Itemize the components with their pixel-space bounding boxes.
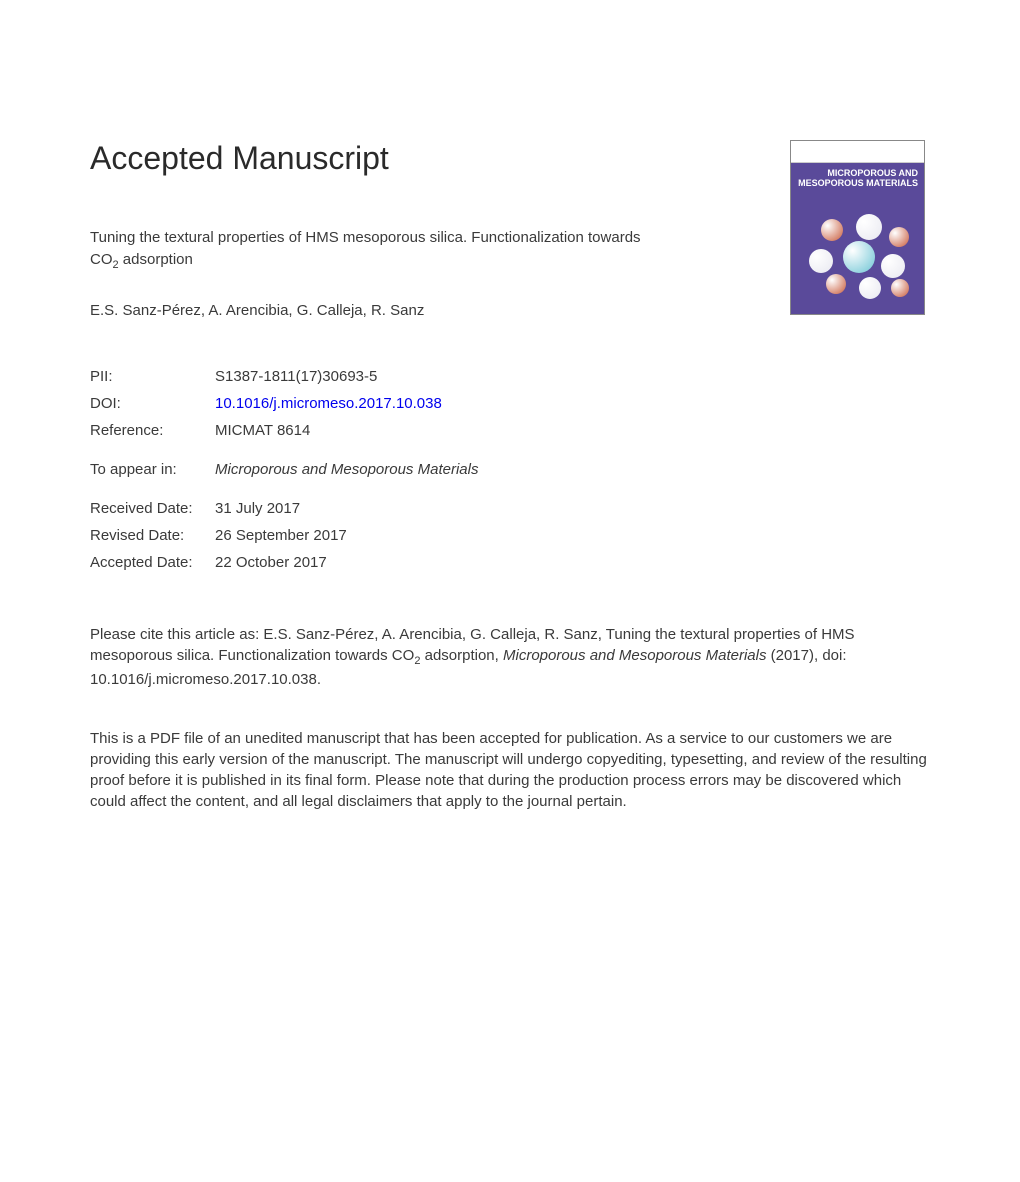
accepted-label: Accepted Date: <box>90 549 215 576</box>
cover-art <box>801 209 914 304</box>
title-line1: Tuning the textural properties of HMS me… <box>90 229 641 246</box>
citation-text: Please cite this article as: E.S. Sanz-P… <box>90 624 930 690</box>
pii-label: PII: <box>90 363 215 390</box>
doi-label: DOI: <box>90 390 215 417</box>
article-title: Tuning the textural properties of HMS me… <box>90 227 770 274</box>
doi-link[interactable]: 10.1016/j.micromeso.2017.10.038 <box>215 395 442 412</box>
cover-top-bar <box>791 141 924 163</box>
received-label: Received Date: <box>90 495 215 522</box>
accepted-value: 22 October 2017 <box>215 549 478 576</box>
cover-journal-line2: MESOPOROUS MATERIALS <box>798 178 918 188</box>
reference-value: MICMAT 8614 <box>215 417 478 444</box>
citation-journal: Microporous and Mesoporous Materials <box>503 647 766 664</box>
received-value: 31 July 2017 <box>215 495 478 522</box>
title-co: CO <box>90 251 113 268</box>
cover-journal-line1: MICROPOROUS AND <box>827 168 918 178</box>
cover-journal-name: MICROPOROUS AND MESOPOROUS MATERIALS <box>791 163 924 189</box>
citation-mid: adsorption, <box>420 647 503 664</box>
appear-value: Microporous and Mesoporous Materials <box>215 456 478 483</box>
journal-cover-thumbnail: MICROPOROUS AND MESOPOROUS MATERIALS <box>790 140 925 315</box>
revised-value: 26 September 2017 <box>215 522 478 549</box>
appear-label: To appear in: <box>90 456 215 483</box>
title-rest: adsorption <box>119 251 193 268</box>
reference-label: Reference: <box>90 417 215 444</box>
metadata-table: PII: S1387-1811(17)30693-5 DOI: 10.1016/… <box>90 363 478 576</box>
revised-label: Revised Date: <box>90 522 215 549</box>
disclaimer-text: This is a PDF file of an unedited manusc… <box>90 728 930 812</box>
pii-value: S1387-1811(17)30693-5 <box>215 363 478 390</box>
